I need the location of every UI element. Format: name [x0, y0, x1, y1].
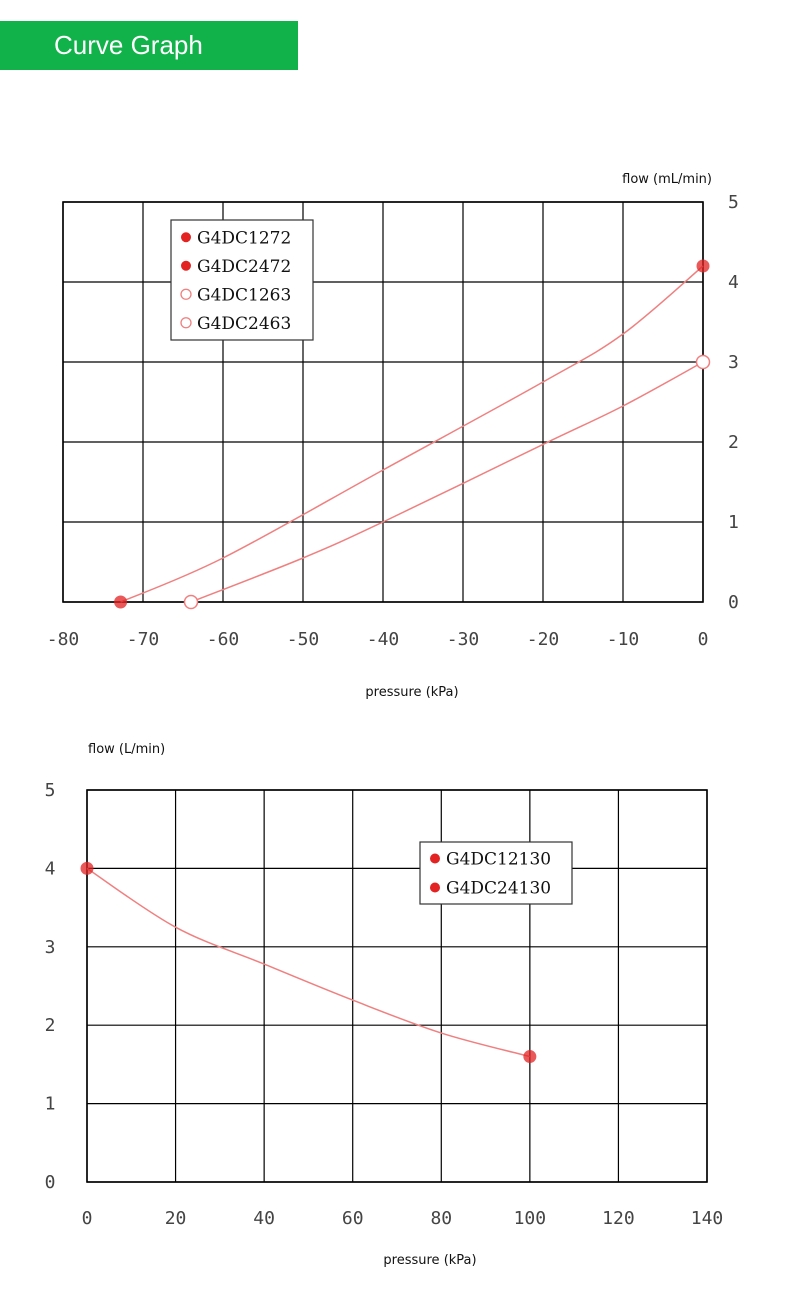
y-tick-label: 5 [45, 780, 56, 801]
x-tick-label: 140 [691, 1208, 724, 1229]
legend-label: G4DC2463 [197, 314, 291, 334]
legend-marker-hollow [180, 317, 192, 329]
x-tick-label: -70 [127, 629, 160, 650]
x-tick-label: 20 [165, 1208, 187, 1229]
y-axis-label: flow (mL/min) [622, 172, 712, 187]
legend-marker-hollow [180, 288, 192, 300]
data-point-end [523, 1050, 537, 1064]
chart-flow-l: 0 20 40 60 80 100 120 140 0 1 2 3 4 5 flow (L/min) pres… [45, 742, 724, 1268]
x-tick-label: 0 [698, 629, 709, 650]
series-line-0 [86, 867, 531, 1058]
x-tick-label: 60 [342, 1208, 364, 1229]
plot-frame [86, 789, 708, 1183]
chart-flow-ml: -80 -70 -60 -50 -40 -30 -20 -10 00 1 2 3 4 5 flow (mL/… [47, 172, 739, 700]
legend-label: G4DC24130 [446, 879, 551, 899]
legend-marker-filled [430, 853, 440, 864]
y-axis-label: flow (L/min) [88, 742, 165, 757]
series-line-0 [120, 265, 704, 603]
y-tick-label: 4 [728, 272, 739, 293]
legend-label: G4DC1263 [197, 285, 291, 305]
x-tick-label: 80 [430, 1208, 452, 1229]
y-tick-label: 1 [728, 512, 739, 533]
y-tick-label: 1 [45, 1094, 56, 1115]
y-tick-label: 0 [45, 1172, 56, 1193]
y-tick-label: 2 [728, 432, 739, 453]
x-tick-label: -60 [207, 629, 240, 650]
data-point-start [183, 594, 199, 610]
legend-label: G4DC1272 [197, 228, 291, 248]
data-point-start [114, 595, 128, 609]
x-tick-label: -40 [367, 629, 400, 650]
x-tick-label: -10 [607, 629, 640, 650]
x-tick-label: 100 [514, 1208, 547, 1229]
x-tick-label: -50 [287, 629, 320, 650]
series-line-1 [190, 361, 704, 603]
legend-label: G4DC2472 [197, 257, 291, 277]
y-tick-label: 3 [728, 352, 739, 373]
data-point-end [696, 259, 710, 273]
y-tick-label: 3 [45, 937, 56, 958]
x-tick-label: 0 [82, 1208, 93, 1229]
x-tick-label: -30 [447, 629, 480, 650]
legend-box [170, 219, 314, 341]
y-tick-label: 4 [45, 858, 56, 879]
legend-marker-filled [181, 260, 191, 271]
legend-label: G4DC12130 [446, 850, 551, 870]
data-point-start [80, 861, 94, 875]
x-axis-label: pressure (kPa) [365, 685, 458, 700]
x-tick-label: -20 [527, 629, 560, 650]
x-tick-label: 40 [253, 1208, 275, 1229]
y-tick-label: 5 [728, 192, 739, 213]
x-axis-label: pressure (kPa) [383, 1253, 476, 1268]
legend-marker-filled [430, 882, 440, 893]
x-tick-label: -80 [47, 629, 80, 650]
y-tick-label: 0 [728, 592, 739, 613]
data-point-end [695, 354, 711, 370]
legend-marker-filled [181, 232, 191, 243]
y-tick-label: 2 [45, 1015, 56, 1036]
legend-box [419, 841, 573, 905]
curve-graph-title: Curve Graph [0, 21, 298, 70]
x-tick-label: 120 [602, 1208, 635, 1229]
plot-frame [62, 201, 704, 603]
